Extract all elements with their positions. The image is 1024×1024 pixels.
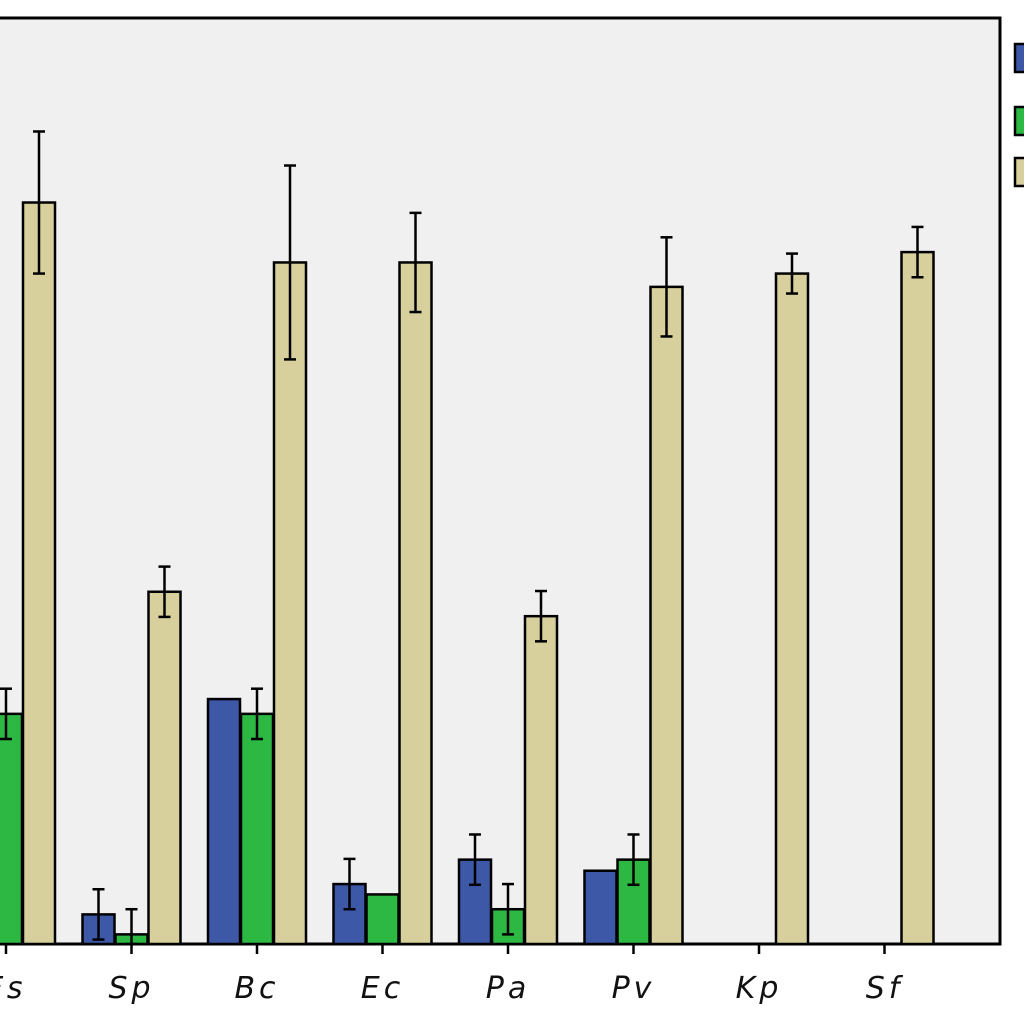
x-tick-label-pa: Pa bbox=[486, 971, 530, 1006]
bar-sp-series-3 bbox=[147, 590, 182, 946]
error-bar-sf-series-3 bbox=[911, 225, 924, 279]
x-tick-label-sp: Sp bbox=[108, 971, 154, 1006]
x-tick-label-kp: Kp bbox=[736, 971, 783, 1006]
bar-fs-series-2 bbox=[0, 712, 24, 946]
error-bar-sp-series-3 bbox=[158, 565, 171, 619]
x-tick-label-sf: Sf bbox=[866, 971, 904, 1006]
legend-swatch-series-2 bbox=[1013, 105, 1024, 137]
error-bar-pa-series-2 bbox=[502, 882, 514, 936]
error-bar-pa-series-1 bbox=[469, 833, 481, 887]
x-tick-label-ec: Ec bbox=[361, 971, 404, 1006]
error-bar-ec-series-3 bbox=[409, 211, 422, 314]
bar-ec-series-3 bbox=[398, 261, 433, 946]
x-ticks-layer: Fs Sp Bc Ec Pa Pv Kp Sf bbox=[0, 944, 904, 1006]
bar-fs-series-3 bbox=[21, 201, 57, 946]
bar-pa-series-3 bbox=[523, 614, 559, 946]
bar-pv-series-3 bbox=[649, 285, 684, 946]
bar-bc-series-3 bbox=[272, 261, 308, 946]
error-bars-layer bbox=[0, 130, 924, 946]
x-tick-label-pv: Pv bbox=[612, 971, 656, 1006]
bar-bc-series-2 bbox=[239, 712, 275, 946]
error-bar-pv-series-2 bbox=[627, 833, 640, 887]
error-bar-fs-series-3 bbox=[33, 130, 45, 275]
bar-pv-series-1 bbox=[583, 869, 618, 946]
bar-sf-series-3 bbox=[900, 250, 935, 946]
bar-ec-series-2 bbox=[365, 893, 400, 946]
error-bar-fs-series-2 bbox=[0, 687, 12, 741]
legend-swatch-series-1 bbox=[1013, 42, 1024, 74]
bar-bc-series-1 bbox=[206, 697, 242, 946]
legend-swatch-series-3 bbox=[1013, 156, 1024, 188]
error-bar-bc-series-3 bbox=[284, 164, 296, 361]
error-bar-pv-series-3 bbox=[660, 236, 673, 338]
x-tick-label-bc: Bc bbox=[234, 971, 279, 1006]
legend bbox=[1013, 42, 1024, 188]
error-bar-sp-series-1 bbox=[92, 887, 105, 941]
x-tick-label-fs: Fs bbox=[0, 971, 26, 1006]
error-bar-kp-series-3 bbox=[786, 252, 798, 295]
error-bar-pa-series-3 bbox=[535, 589, 547, 643]
error-bar-bc-series-2 bbox=[251, 687, 263, 741]
error-bar-ec-series-1 bbox=[343, 857, 356, 911]
bar-kp-series-3 bbox=[774, 272, 810, 946]
